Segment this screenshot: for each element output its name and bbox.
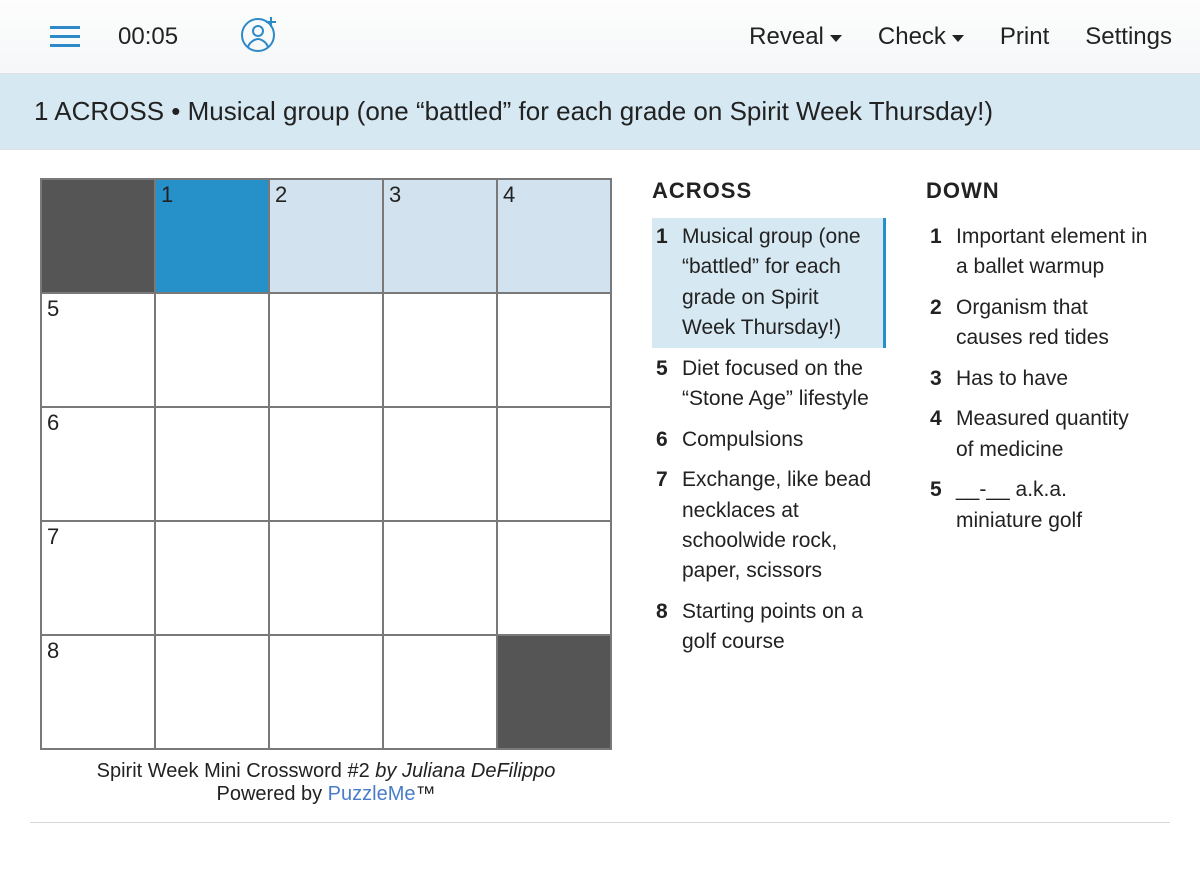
grid-cell[interactable] <box>497 521 611 635</box>
grid-cell[interactable]: 8 <box>41 635 155 749</box>
clue-number: 5 <box>930 475 948 536</box>
clue-number: 2 <box>930 293 948 354</box>
clue-text: Starting points on a golf course <box>682 597 878 658</box>
clue-number: 3 <box>930 364 948 394</box>
across-heading: ACROSS <box>652 178 886 204</box>
clue-text: Musical group (one “battled” for each gr… <box>682 222 875 344</box>
cell-number: 1 <box>161 182 173 208</box>
clue-number: 1 <box>930 222 948 283</box>
cell-number: 6 <box>47 410 59 436</box>
current-clue-text: 1 ACROSS • Musical group (one “battled” … <box>34 96 993 126</box>
cell-number: 2 <box>275 182 287 208</box>
timer: 00:05 <box>118 23 208 51</box>
clue-text: __-__ a.k.a. miniature golf <box>956 475 1152 536</box>
across-column: ACROSS 1Musical group (one “battled” for… <box>652 178 886 664</box>
cell-number: 5 <box>47 296 59 322</box>
grid-cell[interactable] <box>383 521 497 635</box>
clue-number: 4 <box>930 404 948 465</box>
grid-cell[interactable]: 4 <box>497 179 611 293</box>
cell-number: 3 <box>389 182 401 208</box>
clue-text: Has to have <box>956 364 1068 394</box>
clue-text: Organism that causes red tides <box>956 293 1152 354</box>
puzzleme-link[interactable]: PuzzleMe <box>328 783 416 805</box>
settings-button[interactable]: Settings <box>1067 23 1190 51</box>
clue-number: 5 <box>656 354 674 415</box>
across-clue-8[interactable]: 8Starting points on a golf course <box>652 593 886 662</box>
down-clue-1[interactable]: 1Important element in a ballet warmup <box>926 218 1160 287</box>
puzzle-author: Juliana DeFilippo <box>402 760 555 782</box>
grid-cell[interactable] <box>269 635 383 749</box>
grid-cell[interactable] <box>383 407 497 521</box>
chevron-down-icon <box>830 35 842 42</box>
clues-panel: ACROSS 1Musical group (one “battled” for… <box>652 178 1160 664</box>
puzzle-title: Spirit Week Mini Crossword #2 <box>97 760 370 782</box>
grid-cell[interactable] <box>155 521 269 635</box>
grid-cell <box>497 635 611 749</box>
cell-number: 4 <box>503 182 515 208</box>
grid-cell[interactable]: 7 <box>41 521 155 635</box>
grid-cell[interactable] <box>155 407 269 521</box>
chevron-down-icon <box>952 35 964 42</box>
clue-number: 8 <box>656 597 674 658</box>
across-list: 1Musical group (one “battled” for each g… <box>652 218 886 662</box>
across-clue-1[interactable]: 1Musical group (one “battled” for each g… <box>652 218 886 348</box>
footer-rule <box>30 822 1170 823</box>
clue-number: 7 <box>656 465 674 587</box>
grid-cell[interactable] <box>269 407 383 521</box>
grid-cell[interactable] <box>155 635 269 749</box>
down-column: DOWN 1Important element in a ballet warm… <box>926 178 1160 664</box>
print-button[interactable]: Print <box>982 23 1067 51</box>
main-area: 1 2 3 4 5 6 7 8 Spirit Week Mini Crossword #2 b… <box>0 150 1200 816</box>
reveal-dropdown[interactable]: Reveal <box>731 23 860 51</box>
grid-cell[interactable] <box>497 293 611 407</box>
across-clue-6[interactable]: 6 Compulsions <box>652 421 886 459</box>
menu-icon[interactable] <box>50 18 88 56</box>
toolbar: 00:05 Reveal Check Print Settings <box>0 0 1200 74</box>
check-label: Check <box>878 23 946 51</box>
down-clue-5[interactable]: 5__-__ a.k.a. miniature golf <box>926 471 1160 540</box>
current-clue-bar: 1 ACROSS • Musical group (one “battled” … <box>0 74 1200 150</box>
clue-number: 1 <box>656 222 674 344</box>
grid-cell[interactable] <box>269 293 383 407</box>
grid-cell[interactable] <box>383 635 497 749</box>
grid-cell[interactable] <box>383 293 497 407</box>
grid-cell[interactable] <box>155 293 269 407</box>
clue-text: Exchange, like bead necklaces at schoolw… <box>682 465 878 587</box>
down-clue-4[interactable]: 4Measured quantity of medicine <box>926 400 1160 469</box>
reveal-label: Reveal <box>749 23 824 51</box>
clue-text: Important element in a ballet warmup <box>956 222 1152 283</box>
clue-number: 6 <box>656 425 674 455</box>
down-clue-3[interactable]: 3 Has to have <box>926 360 1160 398</box>
across-clue-7[interactable]: 7Exchange, like bead necklaces at school… <box>652 461 886 591</box>
grid-cell[interactable] <box>269 521 383 635</box>
clue-text: Compulsions <box>682 425 803 455</box>
cell-number: 8 <box>47 638 59 664</box>
crossword-grid[interactable]: 1 2 3 4 5 6 7 8 <box>40 178 612 750</box>
grid-wrap: 1 2 3 4 5 6 7 8 Spirit Week Mini Crossword #2 b… <box>40 178 612 806</box>
grid-cell[interactable]: 1 <box>155 179 269 293</box>
grid-cell[interactable] <box>497 407 611 521</box>
down-list: 1Important element in a ballet warmup2Or… <box>926 218 1160 540</box>
grid-cell[interactable]: 5 <box>41 293 155 407</box>
grid-cell[interactable]: 6 <box>41 407 155 521</box>
grid-cell[interactable]: 3 <box>383 179 497 293</box>
grid-cell <box>41 179 155 293</box>
cell-number: 7 <box>47 524 59 550</box>
down-clue-2[interactable]: 2Organism that causes red tides <box>926 289 1160 358</box>
down-heading: DOWN <box>926 178 1160 204</box>
add-user-icon[interactable] <box>238 13 280 60</box>
across-clue-5[interactable]: 5Diet focused on the “Stone Age” lifesty… <box>652 350 886 419</box>
grid-cell[interactable]: 2 <box>269 179 383 293</box>
clue-text: Measured quantity of medicine <box>956 404 1152 465</box>
puzzle-caption: Spirit Week Mini Crossword #2 by Juliana… <box>40 760 612 806</box>
clue-text: Diet focused on the “Stone Age” lifestyl… <box>682 354 878 415</box>
check-dropdown[interactable]: Check <box>860 23 982 51</box>
